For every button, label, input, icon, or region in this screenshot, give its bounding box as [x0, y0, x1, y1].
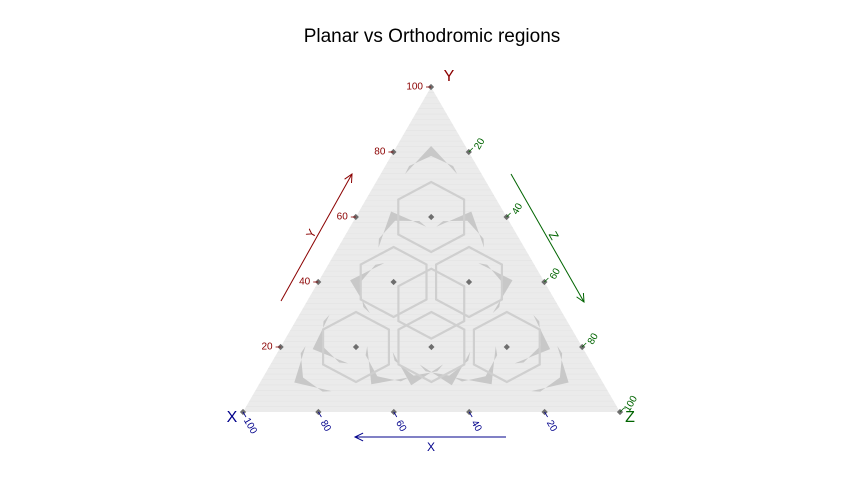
z-tick-label: 20 — [472, 136, 487, 152]
vertex-label-y: Y — [444, 68, 455, 85]
z-tick-label: 80 — [586, 331, 601, 347]
x-tick — [242, 411, 247, 418]
y-tick-label: 100 — [406, 82, 423, 93]
data-point — [428, 343, 435, 351]
orthodromic-region — [350, 263, 385, 314]
plot-background — [243, 87, 620, 412]
x-arrow-label: X — [427, 440, 435, 454]
orthodromic-region — [312, 314, 349, 364]
data-point — [390, 278, 397, 286]
y-axis-arrow-head — [344, 172, 353, 184]
data-point — [503, 343, 510, 351]
orthodromic-region — [514, 314, 551, 364]
y-axis-arrow — [280, 173, 353, 302]
x-tick — [393, 411, 398, 418]
x-tick — [468, 411, 473, 418]
orthodromic-region — [392, 351, 444, 386]
z-tick-label: 40 — [510, 201, 525, 217]
z-axis-arrow-head — [576, 292, 585, 303]
y-tick-label: 60 — [337, 212, 349, 223]
x-tick-label: 40 — [469, 419, 484, 435]
z-tick — [619, 407, 625, 413]
y-tick-label: 80 — [374, 147, 386, 158]
z-axis-arrow — [510, 173, 585, 303]
planar-cell-border — [397, 310, 466, 384]
vertex-label-x: X — [227, 409, 238, 426]
planar-cell-border — [472, 310, 541, 384]
data-point — [352, 343, 360, 351]
planar-cell-border — [397, 180, 466, 254]
planar-cell-border — [435, 245, 503, 319]
data-point — [466, 408, 473, 416]
x-tick-label: 80 — [318, 419, 333, 435]
x-tick-label: 20 — [544, 419, 559, 435]
orthodromic-region — [365, 346, 409, 385]
z-tick — [468, 147, 474, 153]
z-tick — [506, 212, 511, 218]
x-tick — [318, 411, 322, 418]
orthodromic-region — [378, 211, 427, 248]
x-axis-arrow-head — [353, 432, 364, 442]
orthodromic-region — [478, 263, 513, 314]
orthodromic-region — [405, 146, 458, 174]
planar-cell-border — [322, 310, 390, 384]
z-tick — [581, 342, 587, 348]
data-point — [465, 278, 473, 286]
y-tick-label: 20 — [261, 342, 273, 353]
planar-cell-border — [359, 245, 428, 319]
chart-title: Planar vs Orthodromic regions — [303, 26, 561, 47]
planar-cell-border — [397, 267, 466, 340]
orthodromic-regions — [294, 146, 569, 392]
orthodromic-region — [294, 346, 332, 392]
orthodromic-region — [531, 346, 569, 392]
x-tick-label: 60 — [393, 419, 408, 435]
x-tick-label: 100 — [241, 416, 259, 436]
orthodromic-region — [419, 351, 471, 386]
z-tick-label: 60 — [548, 266, 563, 282]
x-tick — [544, 411, 548, 418]
orthodromic-region — [436, 211, 484, 248]
vertex-label-z: Z — [625, 409, 635, 426]
z-arrow-label: Z — [546, 229, 562, 242]
z-tick — [544, 277, 549, 283]
y-tick-label: 40 — [299, 277, 311, 288]
y-arrow-label: Y — [303, 227, 319, 241]
